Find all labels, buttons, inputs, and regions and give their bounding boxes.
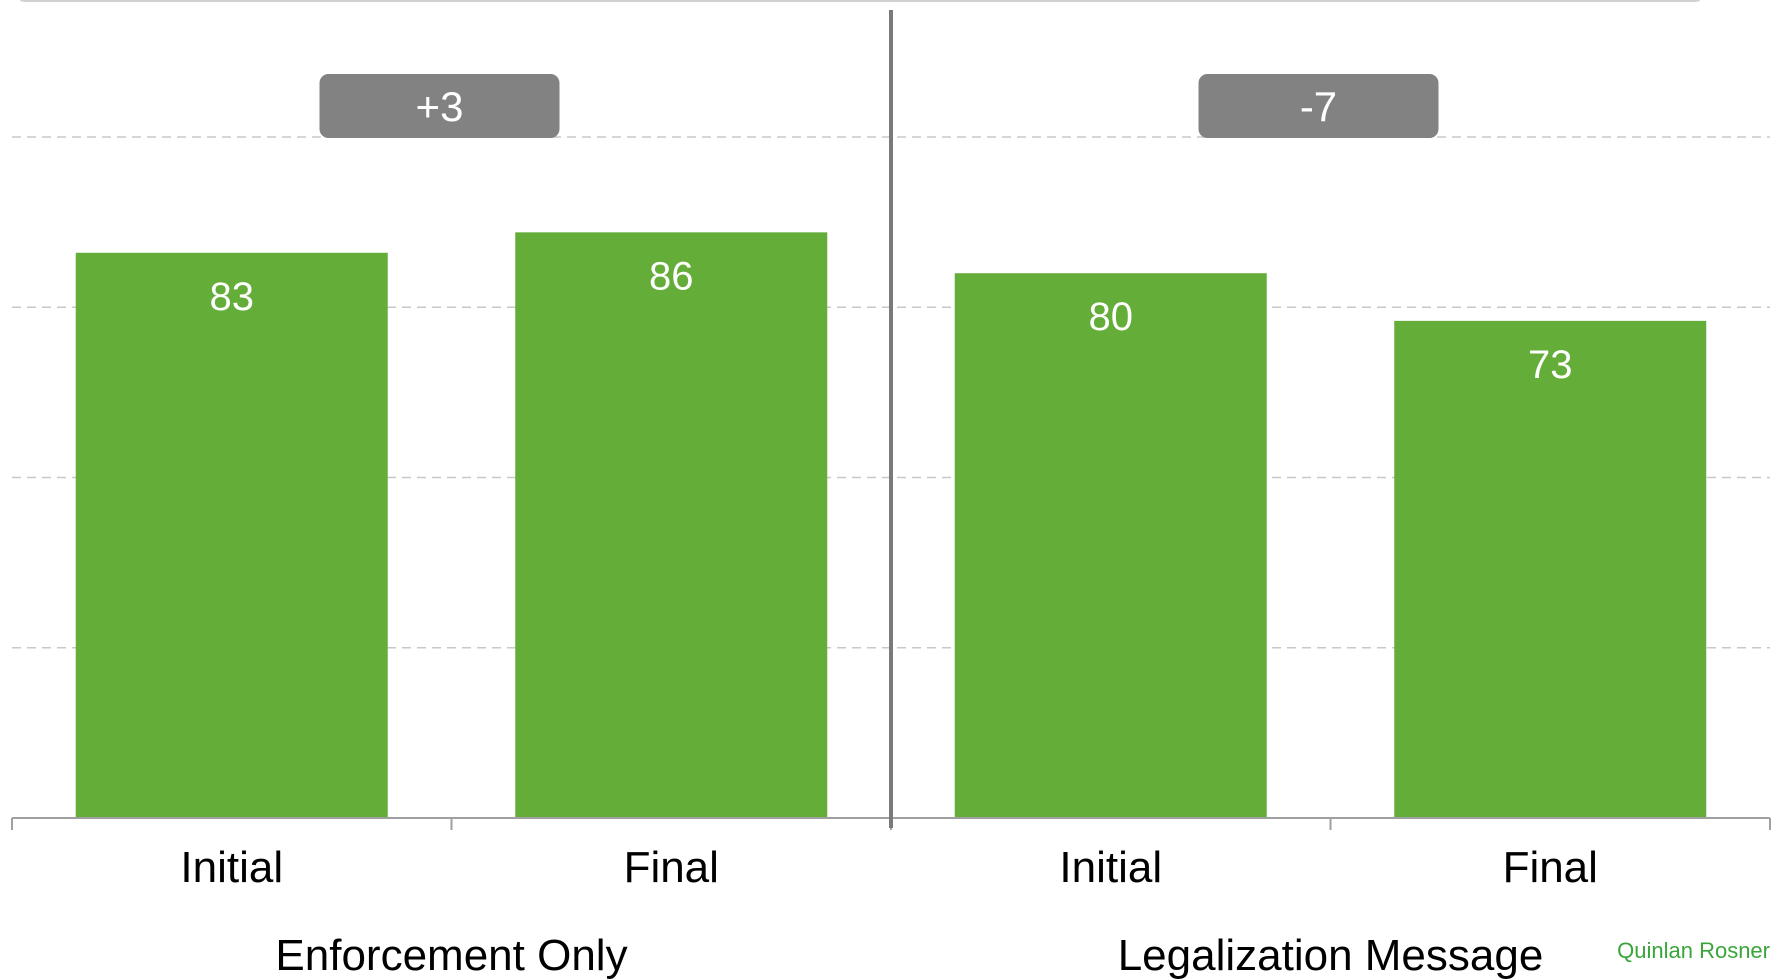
delta-badge-label: +3 xyxy=(416,83,464,130)
category-label: Final xyxy=(1503,843,1598,892)
category-label: Final xyxy=(624,843,719,892)
bar-value-label: 83 xyxy=(210,275,255,319)
bars xyxy=(75,232,1707,819)
category-label: Initial xyxy=(180,843,283,892)
group-label: Enforcement Only xyxy=(275,931,627,980)
category-label: Initial xyxy=(1059,843,1162,892)
x-axis xyxy=(11,10,1771,830)
bar xyxy=(954,273,1267,818)
labels: 83 Initial 86 Final Enforcement Only 80 Initia… xyxy=(180,254,1598,980)
top-frame xyxy=(20,0,1700,2)
bar-value-label: 73 xyxy=(1528,343,1573,387)
delta-badge xyxy=(319,74,560,138)
bar xyxy=(75,252,388,818)
group-label: Legalization Message xyxy=(1118,931,1544,980)
bar-value-label: 86 xyxy=(649,254,694,298)
delta-badge-label: -7 xyxy=(1300,83,1337,130)
bar-value-label: 80 xyxy=(1089,295,1134,339)
bar xyxy=(515,232,828,819)
credit-text: Quinlan Rosner xyxy=(1617,938,1770,963)
bar xyxy=(1394,320,1707,818)
delta-badges: +3 -7 xyxy=(319,74,1439,138)
delta-badge xyxy=(1198,74,1439,138)
